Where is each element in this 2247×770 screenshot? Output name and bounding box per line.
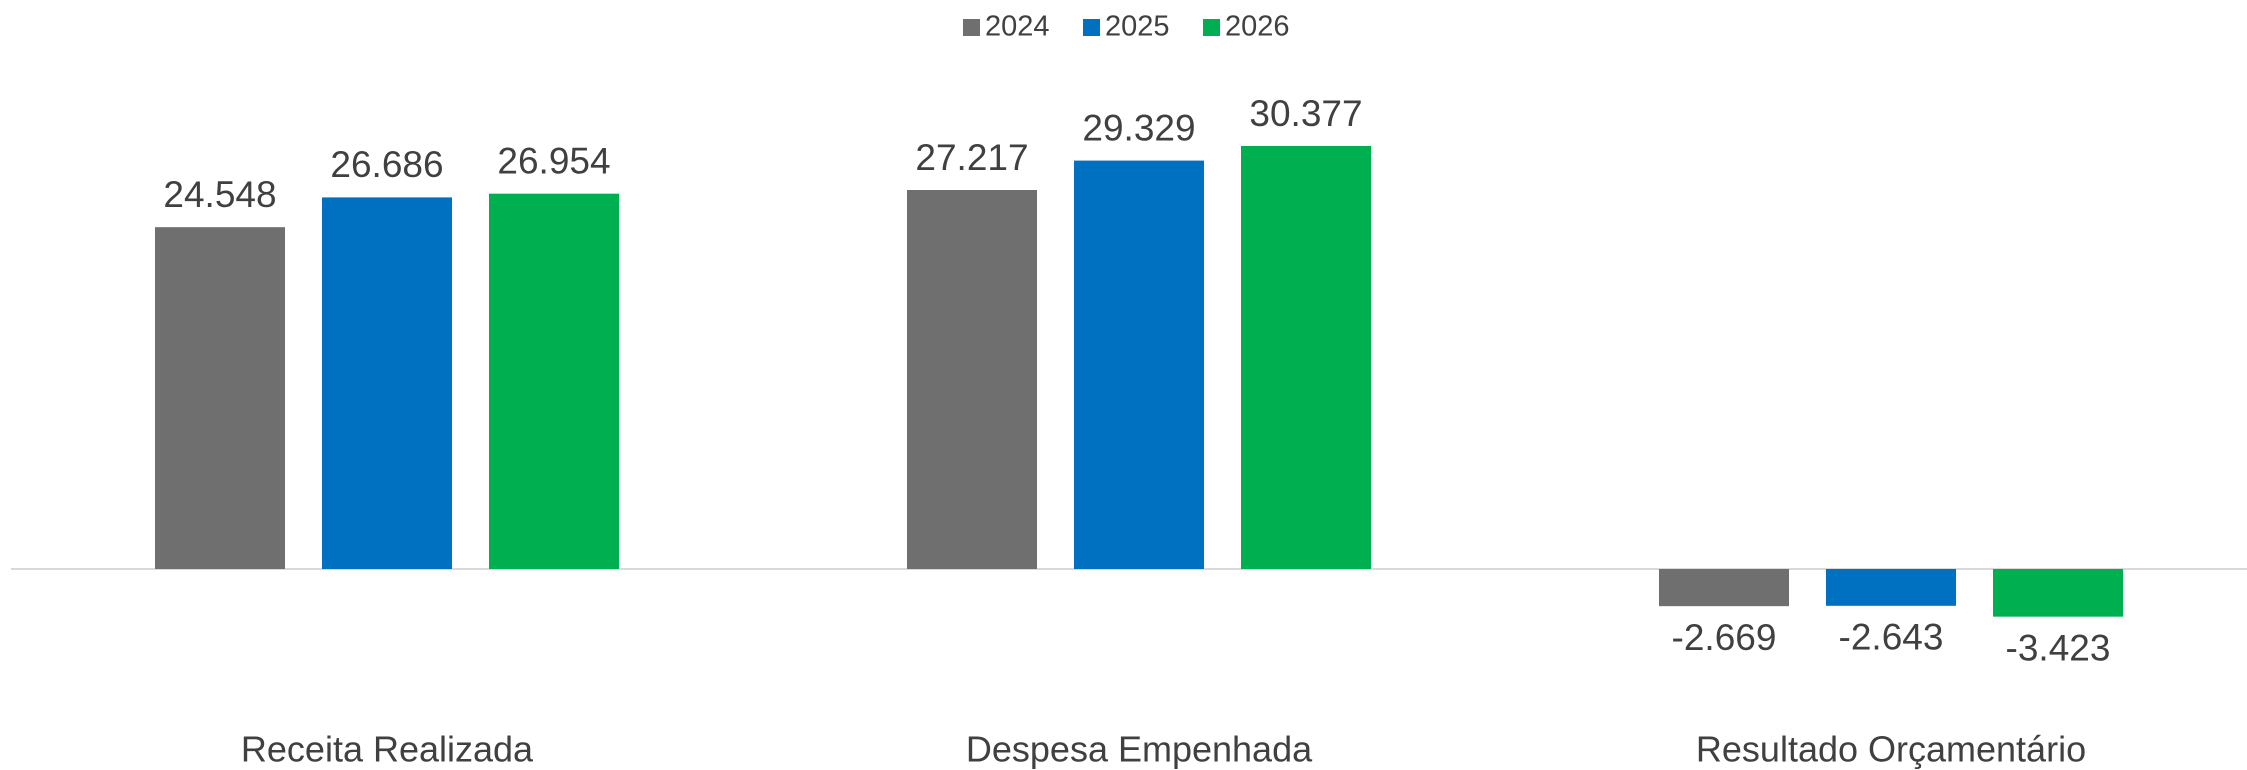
bar [155, 227, 285, 569]
bar [1241, 146, 1371, 569]
bar [1826, 569, 1956, 606]
legend-swatch [1083, 19, 1100, 36]
legend-label: 2026 [1225, 11, 1290, 43]
category-label: Despesa Empenhada [966, 729, 1313, 770]
category-label: Resultado Orçamentário [1696, 729, 2086, 770]
bar [489, 193, 619, 570]
bar [1993, 569, 2123, 617]
bar [1659, 569, 1789, 607]
data-label: 26.954 [497, 140, 610, 181]
data-label: 27.217 [915, 137, 1028, 178]
bar [1074, 160, 1204, 569]
data-label: -3.423 [2006, 627, 2111, 668]
bar [322, 197, 452, 569]
legend-swatch [1203, 19, 1220, 36]
legend-swatch [963, 19, 980, 36]
data-label: -2.669 [1672, 617, 1777, 658]
legend-label: 2025 [1105, 11, 1170, 43]
data-label: 24.548 [163, 174, 276, 215]
data-label: 26.686 [330, 144, 443, 185]
category-label: Receita Realizada [241, 729, 534, 770]
legend-label: 2024 [985, 11, 1050, 43]
data-label: 30.377 [1249, 93, 1362, 134]
bar [907, 190, 1037, 569]
data-label: 29.329 [1082, 107, 1195, 148]
data-label: -2.643 [1839, 617, 1944, 658]
